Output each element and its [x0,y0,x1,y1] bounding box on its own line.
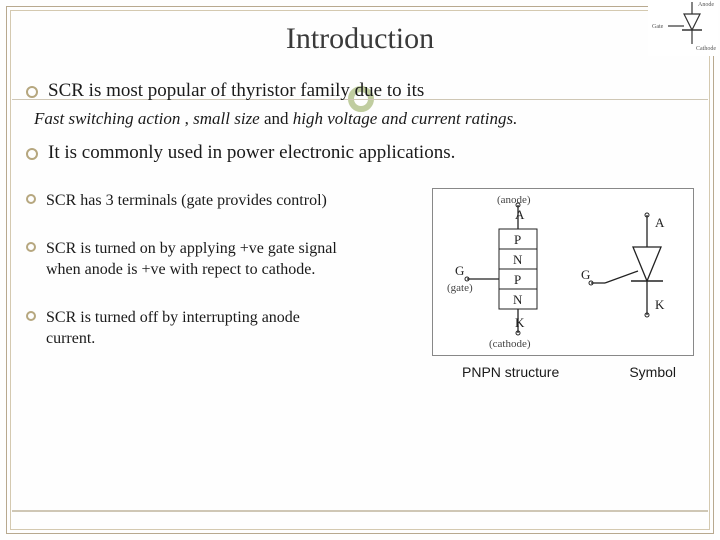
bullet-5-line2: current. [46,330,95,347]
sym-A: A [655,215,665,230]
note-italic-1: Fast switching action [34,109,180,128]
bullet-5: SCR is turned off by interrupting anode … [26,307,424,350]
fig-N1: N [513,252,523,267]
bullet-icon [26,194,36,204]
fig-A-label: A [515,207,525,222]
note-italic-2: small size [193,109,260,128]
lower-text-col: SCR has 3 terminals (gate provides contr… [26,190,432,360]
corner-cathode-label: Cathode [696,46,716,52]
content-area: SCR is most popular of thyristor family … [26,80,700,380]
fig-N2: N [513,292,523,307]
figure-box: (anode) A P N P N [432,188,700,380]
caption-pnpn: PNPN structure [462,364,559,380]
corner-scr-symbol: Anode Gate Cathode [648,0,718,56]
bullet-icon [26,148,38,160]
bullet-icon [26,242,36,252]
corner-anode-label: Anode [698,2,714,8]
bullet-4-text: SCR is turned on by applying +ve gate si… [46,238,337,281]
sym-K: K [655,297,665,312]
fig-gate-label: (gate) [447,282,473,294]
slide-title: Introduction [0,0,720,56]
bullet-5-text: SCR is turned off by interrupting anode … [46,307,300,350]
bullet-4-line1: SCR is turned on by applying +ve gate si… [46,240,337,257]
bullet-2-text: It is commonly used in power electronic … [48,142,455,164]
note-plain-1: , [180,109,193,128]
fig-P2: P [514,272,521,287]
note-italic-3: high voltage and current ratings. [293,109,518,128]
corner-gate-label: Gate [652,24,664,30]
bullet-5-line1: SCR is turned off by interrupting anode [46,309,300,326]
bullet-3-text: SCR has 3 terminals (gate provides contr… [46,190,327,212]
bullet-icon [26,311,36,321]
fig-G-label: G [455,263,464,278]
bullet-icon [26,86,38,98]
bullet-1-note: Fast switching action , small size and h… [34,108,700,130]
bullet-1-text: SCR is most popular of thyristor family … [48,80,424,102]
sym-G: G [581,267,590,282]
fig-cathode-label: (cathode) [489,338,531,350]
figure-captions: PNPN structure Symbol [432,364,700,380]
bullet-4-line2: when anode is +ve with repect to cathode… [46,261,315,278]
fig-K-label: K [515,315,525,330]
slide: Anode Gate Cathode Introduction SCR is m… [0,0,720,540]
footer-rule [12,510,708,512]
bullet-2: It is commonly used in power electronic … [26,142,700,164]
note-plain-2: and [260,109,293,128]
figure-image: (anode) A P N P N [432,188,694,356]
bullet-4: SCR is turned on by applying +ve gate si… [26,238,424,281]
fig-anode-label: (anode) [497,194,531,206]
lower-row: SCR has 3 terminals (gate provides contr… [26,190,700,380]
bullet-3: SCR has 3 terminals (gate provides contr… [26,190,424,212]
bullet-1: SCR is most popular of thyristor family … [26,80,700,102]
fig-P1: P [514,232,521,247]
caption-symbol: Symbol [629,364,676,380]
